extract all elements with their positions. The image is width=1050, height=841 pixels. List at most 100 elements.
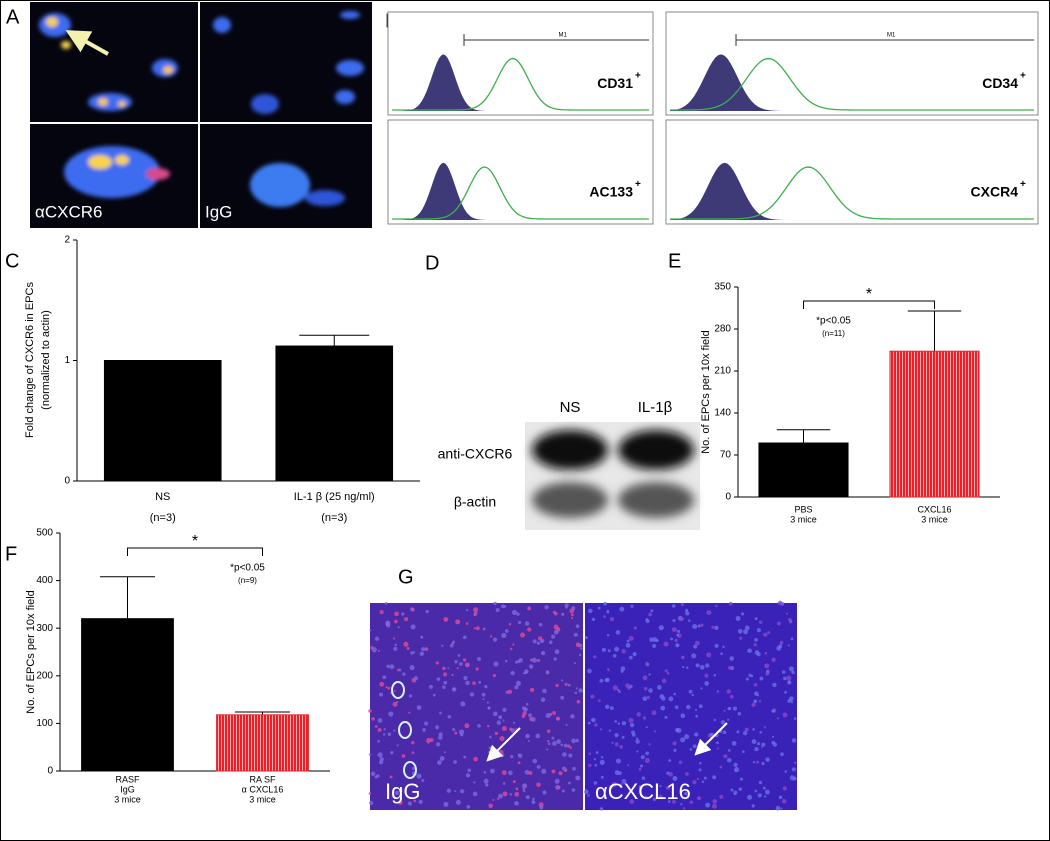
cell-dot: [726, 757, 732, 763]
row-label: β-actin: [454, 494, 496, 510]
cell-dot: [648, 612, 653, 617]
cell-dot: [528, 664, 534, 669]
cell-dot: [460, 701, 466, 707]
cell-dot: [578, 653, 582, 657]
cell-dot: [603, 796, 608, 800]
cell-dot: [692, 780, 697, 785]
cell-dot: [396, 744, 399, 747]
cell-dot: [679, 616, 684, 621]
cell-dot: [524, 669, 529, 674]
gate-label: M1: [559, 33, 568, 39]
cell-dot: [369, 800, 374, 806]
cell-dot: [714, 604, 718, 608]
cell-dot: [727, 665, 732, 670]
cell-dot: [593, 758, 597, 761]
cell-dot: [705, 802, 711, 808]
cell-dot: [730, 788, 734, 792]
cell-dot: [498, 793, 503, 799]
cell-dot: [531, 657, 537, 663]
image-label: IgG: [205, 202, 232, 221]
cell-dot: [517, 620, 522, 625]
cell-dot: [379, 681, 385, 687]
cell-dot: [694, 732, 699, 737]
cell-dot: [713, 718, 717, 722]
cell-dot: [682, 807, 686, 810]
cell-dot: [555, 683, 559, 688]
cell-dot: [570, 613, 574, 617]
cell-dot: [763, 795, 767, 798]
cell-dot: [387, 732, 392, 737]
cell-dot: [447, 667, 450, 670]
y-tick-label: 300: [36, 623, 53, 634]
histogram-line: [670, 166, 1034, 220]
cell-dot: [676, 727, 682, 733]
cell-dot: [371, 717, 375, 721]
cell-ring: [391, 681, 405, 699]
cell-dot: [671, 604, 676, 608]
cell-dot: [540, 639, 544, 644]
cell-dot: [722, 730, 727, 735]
marker-sup: +: [1020, 179, 1026, 190]
cell-dot: [393, 637, 396, 640]
cell-dot: [642, 675, 648, 681]
cell-dot: [510, 647, 513, 651]
cell-dot: [726, 689, 731, 694]
cell-dot: [787, 644, 790, 647]
cell-dot: [593, 655, 597, 659]
cell-dot: [490, 768, 495, 774]
cell-dot: [591, 617, 596, 622]
cell-dot: [569, 746, 573, 750]
cell-dot: [748, 673, 752, 677]
cell-dot: [673, 748, 677, 752]
cell-dot: [605, 677, 610, 682]
cell-dot: [394, 619, 398, 624]
cell-dot: [685, 611, 690, 616]
cell-dot: [627, 764, 630, 767]
cell-dot: [413, 799, 417, 803]
cell-dot: [787, 699, 792, 703]
cell-dot: [736, 730, 740, 734]
cell-dot: [778, 644, 783, 649]
cell-dot: [626, 639, 630, 643]
cell-dot: [757, 742, 761, 746]
cell-dot: [587, 608, 593, 614]
cell-dot: [531, 800, 536, 805]
bar: [81, 618, 174, 772]
cell-dot: [536, 765, 541, 769]
cell-dot: [672, 775, 678, 782]
cell-dot: [658, 794, 663, 799]
cell-dot: [379, 756, 384, 762]
cell-dot: [744, 625, 750, 631]
cell-dot: [606, 633, 610, 637]
cell-dot: [650, 609, 654, 613]
cell-dot: [477, 656, 482, 661]
cell-dot: [536, 782, 541, 787]
cell-dot: [668, 772, 673, 777]
cell-dot: [711, 625, 715, 629]
cell-dot: [462, 635, 467, 640]
cell-dot: [404, 617, 409, 622]
cell-dot: [698, 761, 702, 765]
cell-dot: [403, 641, 409, 647]
cell-dot: [441, 685, 446, 690]
significance-n: (n=11): [822, 329, 845, 338]
cell-dot: [561, 679, 564, 682]
x-tick-label: IL-1 β (25 ng/ml): [294, 491, 375, 503]
cell-dot: [408, 694, 413, 698]
image-label: αCXCR6: [35, 202, 102, 221]
cell-dot: [742, 731, 748, 736]
cell-dot: [392, 701, 398, 707]
cell-dot: [554, 649, 560, 655]
cell-dot: [640, 755, 645, 760]
cell-dot: [370, 771, 376, 777]
cell-dot: [676, 629, 681, 633]
cell-dot: [641, 776, 646, 780]
significance-mark: *: [192, 533, 198, 550]
cell-dot: [552, 710, 557, 715]
cell-dot: [387, 686, 391, 690]
cell-dot: [737, 628, 743, 634]
cell-dot: [665, 785, 670, 790]
cell-dot: [510, 670, 515, 676]
cell-dot: [568, 753, 573, 758]
panel-label: C: [5, 250, 19, 272]
